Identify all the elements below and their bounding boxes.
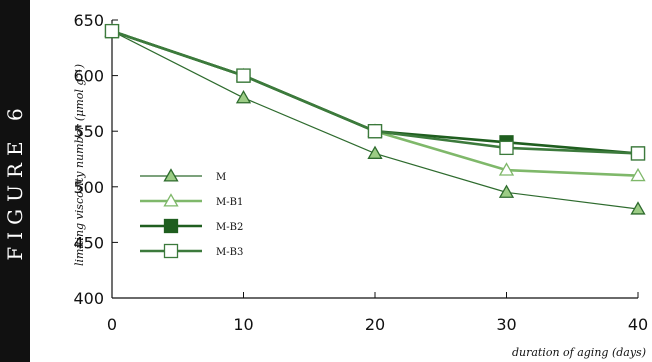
- data-point-m-b3: [236, 68, 251, 83]
- legend-marker-m: [163, 168, 179, 182]
- legend-marker-m-b3: [163, 243, 179, 259]
- legend-label: M: [216, 172, 226, 183]
- chart-markers: [104, 23, 646, 215]
- x-tick-label: 40: [628, 315, 648, 334]
- legend-marker-m-b2: [163, 218, 179, 234]
- x-tick-label: 20: [365, 315, 385, 334]
- y-axis-label: limiting viscosity number (μmol g⁻¹): [73, 64, 86, 266]
- chart-tick-labels: 400 450 500 550 600 650 0 10 20 30 40: [73, 11, 648, 334]
- legend-label: M-B3: [216, 247, 243, 258]
- legend-label: M-B2: [216, 222, 243, 233]
- chart-axes: [111, 19, 639, 299]
- legend-label: M-B1: [216, 197, 243, 208]
- x-tick-label: 0: [107, 315, 117, 334]
- data-point-m-b3: [630, 146, 646, 161]
- y-tick-label: 600: [73, 67, 104, 86]
- data-point-m-b1: [498, 162, 515, 176]
- legend-marker-m-b1: [163, 193, 179, 207]
- data-point-m-b3: [367, 124, 383, 139]
- data-point-m: [630, 201, 646, 215]
- x-tick-label: 30: [496, 315, 516, 334]
- data-point-m: [498, 184, 515, 198]
- data-point-m-b1: [630, 167, 646, 182]
- chart-legend: M M-B1 M-B2 M-B3: [140, 168, 243, 259]
- x-axis-label: duration of aging (days): [512, 346, 646, 359]
- y-tick-label: 400: [73, 289, 104, 308]
- data-point-m-b3: [499, 140, 514, 156]
- y-tick-label: 450: [73, 233, 104, 252]
- x-tick-label: 10: [233, 315, 253, 334]
- figure-side-band: FIGURE 6: [0, 0, 30, 362]
- y-tick-label: 500: [73, 178, 104, 197]
- data-point-m-b3: [104, 23, 120, 39]
- y-tick-label: 650: [73, 11, 104, 30]
- data-point-m: [367, 145, 383, 159]
- chart-lines: [111, 29, 639, 210]
- y-tick-label: 550: [73, 122, 104, 141]
- data-point-m: [235, 90, 252, 104]
